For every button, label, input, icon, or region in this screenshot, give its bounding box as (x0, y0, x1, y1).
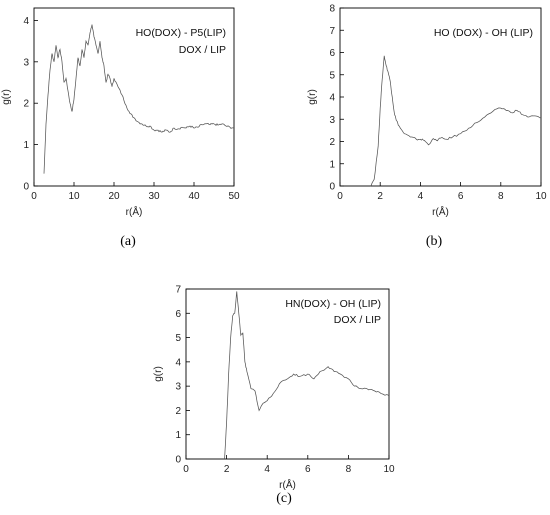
series-line (369, 55, 542, 187)
x-tick-label: 6 (305, 464, 311, 475)
y-tick-label: 5 (329, 70, 335, 81)
x-tick-label: 8 (346, 464, 352, 475)
panel-label: (a) (120, 234, 136, 249)
y-axis-label: g(r) (1, 89, 12, 105)
annotation-system-label: DOX / LIP (334, 314, 381, 326)
x-axis-label: r(Å) (432, 205, 449, 218)
y-axis-label: g(r) (307, 89, 318, 105)
axis-ticks: 0 2 4 6 8 10 0 1 2 3 4 5 6 7 8 (329, 4, 547, 203)
x-tick-label: 0 (183, 464, 189, 475)
x-tick-label: 30 (148, 191, 160, 202)
axis-ticks: 0 2 4 6 8 10 0 1 2 3 4 5 6 7 (175, 285, 395, 476)
x-tick-label: 10 (383, 464, 395, 475)
y-tick-label: 3 (329, 115, 335, 126)
x-axis-label: r(Å) (126, 205, 143, 218)
y-tick-label: 7 (329, 26, 335, 37)
y-tick-label: 2 (23, 99, 29, 110)
x-axis-label: r(Å) (279, 478, 296, 491)
y-tick-label: 1 (23, 140, 29, 151)
y-axis-label: g(r) (153, 366, 164, 382)
annotation-pair-label: HN(DOX) - OH (LIP) (285, 298, 381, 310)
y-tick-label: 1 (175, 430, 181, 441)
x-tick-label: 0 (31, 191, 37, 202)
y-tick-label: 4 (329, 93, 335, 104)
x-tick-label: 50 (228, 191, 240, 202)
axis-ticks: 0 10 20 30 40 50 0 1 2 3 4 (23, 16, 240, 202)
y-tick-label: 2 (329, 137, 335, 148)
y-tick-label: 6 (329, 48, 335, 59)
x-tick-label: 4 (418, 191, 424, 202)
annotation-pair-label: HO(DOX) - P5(LIP) (136, 27, 226, 39)
x-tick-label: 40 (188, 191, 200, 202)
annotation-system-label: DOX / LIP (179, 44, 226, 56)
annotation-pair-label: HO (DOX) - OH (LIP) (434, 27, 533, 39)
y-tick-label: 6 (175, 309, 181, 320)
chart-panel-c: 0 2 4 6 8 10 0 1 2 3 4 5 6 7 r(Å) g(r) HN(DOX) - OH (… (153, 285, 395, 507)
y-tick-label: 0 (329, 182, 335, 193)
series-line (43, 24, 235, 174)
series-line (224, 291, 390, 460)
panel-label: (c) (276, 491, 292, 506)
y-tick-label: 8 (329, 4, 335, 15)
x-tick-label: 4 (264, 464, 270, 475)
x-tick-label: 0 (337, 191, 343, 202)
y-tick-label: 0 (23, 182, 29, 193)
x-tick-label: 8 (498, 191, 504, 202)
y-tick-label: 3 (23, 57, 29, 68)
y-tick-label: 5 (175, 333, 181, 344)
chart-panel-b: 0 2 4 6 8 10 0 1 2 3 4 5 6 7 8 r(Å) g(r) HO (DOX) - OH… (307, 4, 547, 250)
plot-frame (185, 288, 390, 460)
x-tick-label: 10 (68, 191, 80, 202)
y-tick-label: 7 (175, 285, 181, 296)
y-tick-label: 3 (175, 382, 181, 393)
x-tick-label: 6 (458, 191, 464, 202)
x-tick-label: 2 (224, 464, 230, 475)
y-tick-label: 4 (175, 357, 181, 368)
y-tick-label: 4 (23, 16, 29, 27)
y-tick-label: 2 (175, 406, 181, 417)
x-tick-label: 20 (108, 191, 120, 202)
panel-label: (b) (426, 234, 443, 249)
y-tick-label: 0 (175, 455, 181, 466)
plot-frame (33, 7, 235, 187)
chart-panel-a: 0 10 20 30 40 50 0 1 2 3 4 r(Å) g(r) HO(DOX) - P5(… (1, 7, 240, 249)
y-tick-label: 1 (329, 159, 335, 170)
x-tick-label: 2 (377, 191, 383, 202)
x-tick-label: 10 (535, 191, 547, 202)
